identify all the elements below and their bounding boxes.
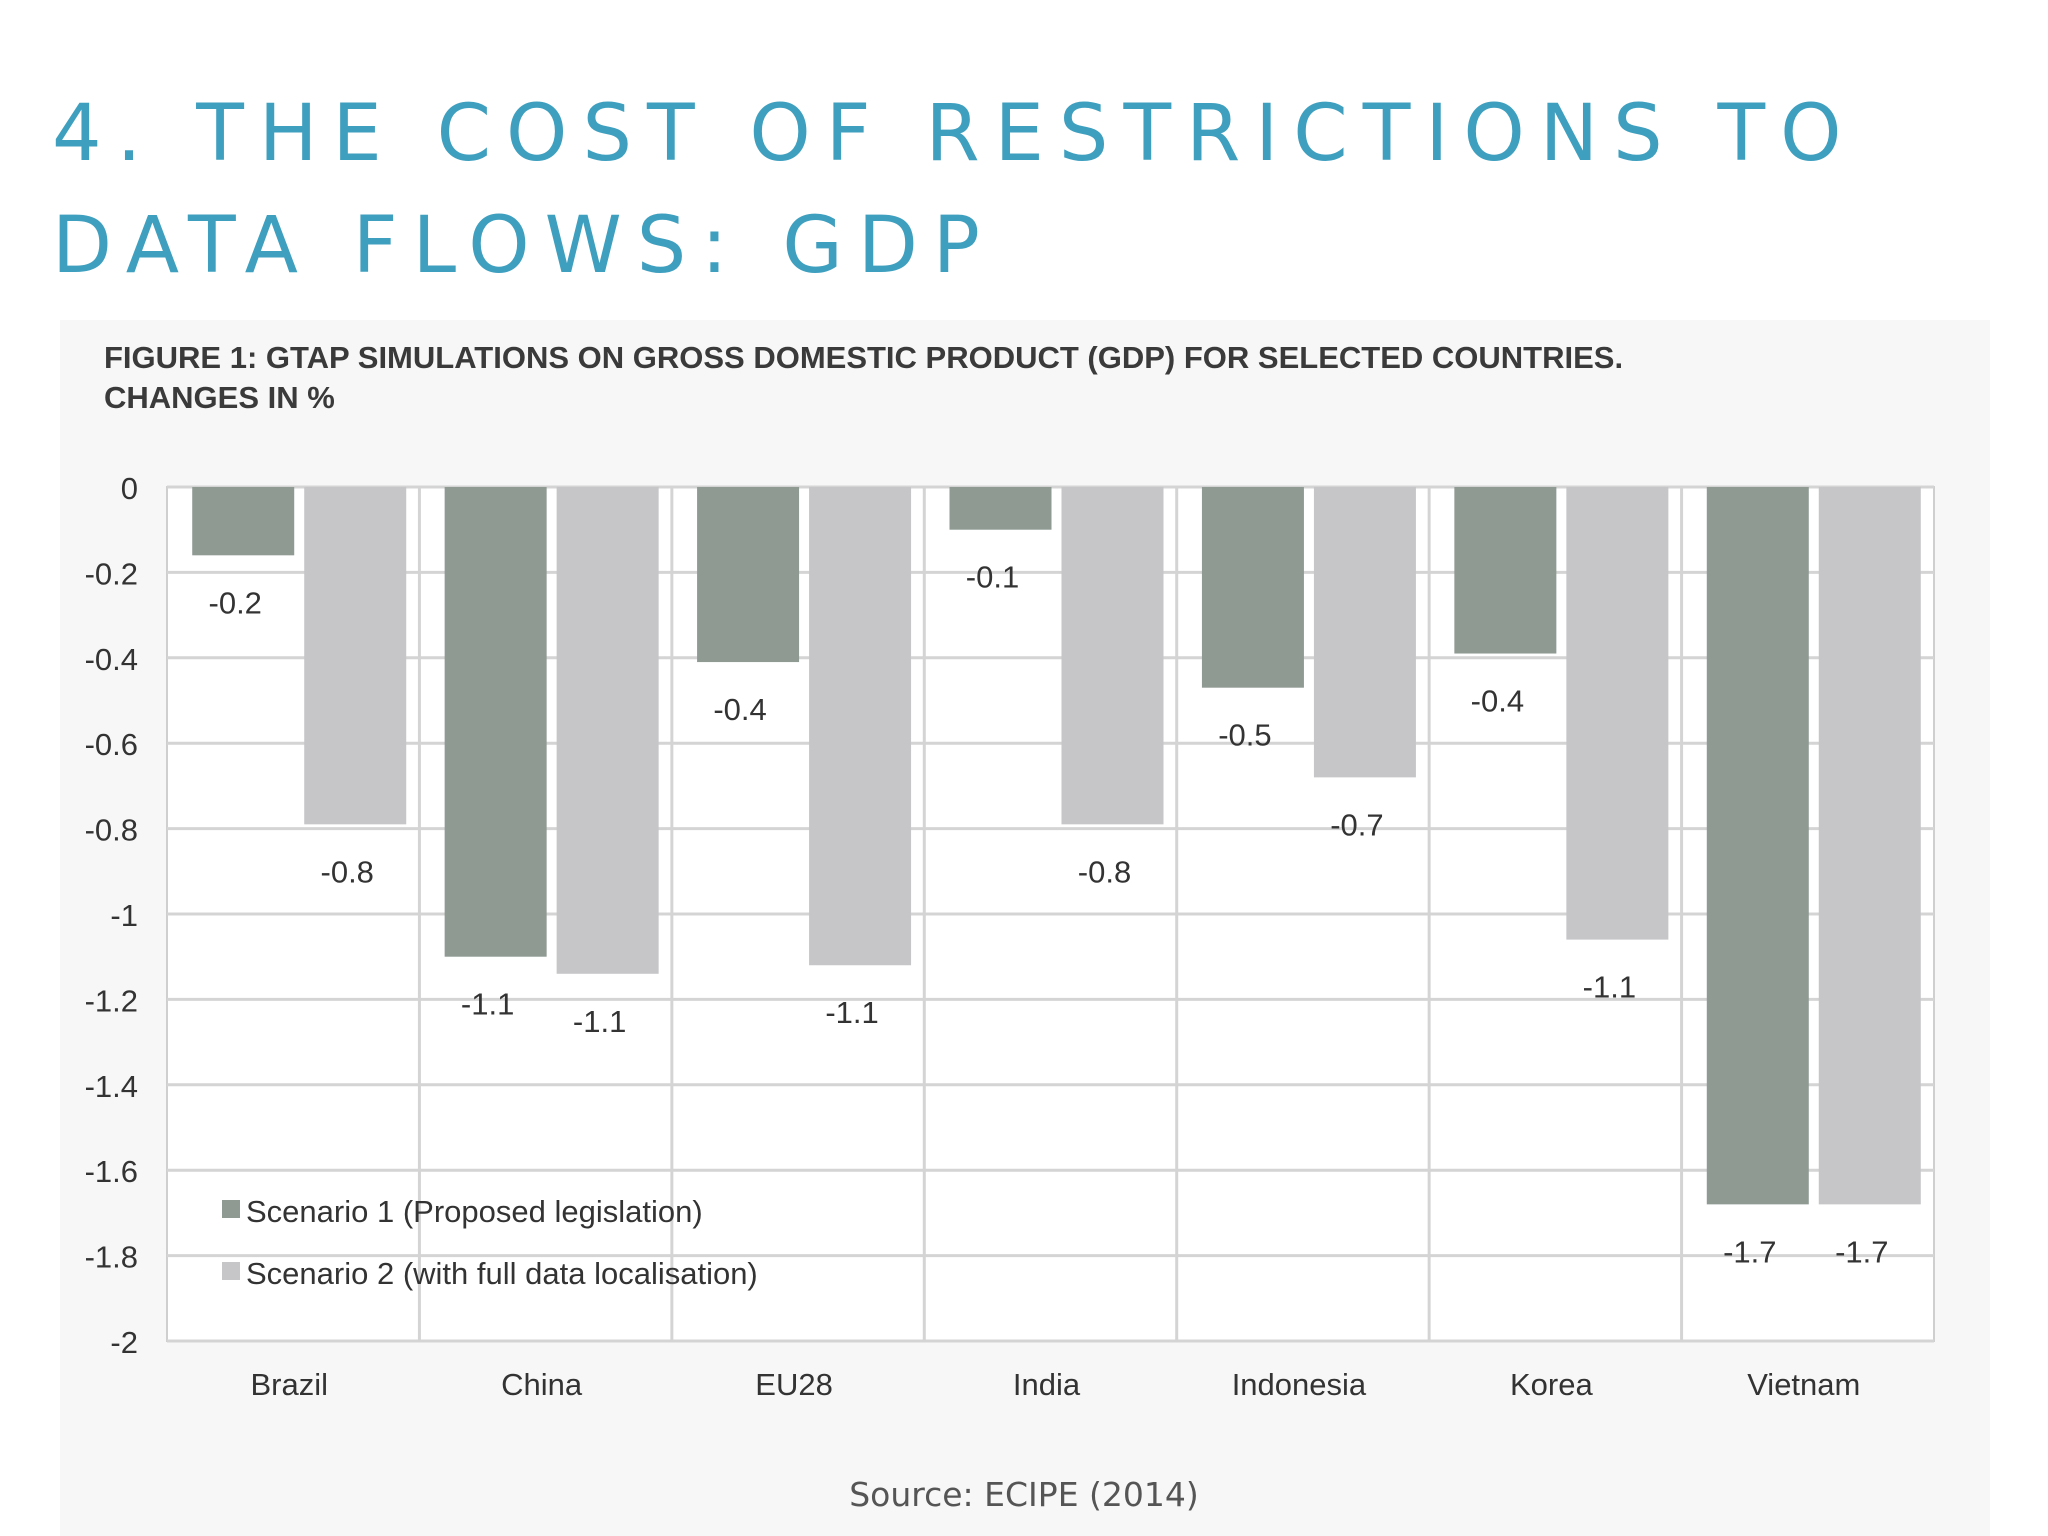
y-tick-label: -0.2: [85, 556, 138, 591]
figure-caption-line-1: FIGURE 1: GTAP SIMULATIONS ON GROSS DOME…: [104, 340, 1624, 375]
data-label: -0.1: [966, 560, 1019, 595]
x-tick-label: Indonesia: [1232, 1367, 1367, 1402]
bar-2-india: [1061, 487, 1164, 825]
data-label: -0.4: [713, 692, 766, 727]
slide-title: 4. THE COST OF RESTRICTIONS TO DATA FLOW…: [52, 78, 1952, 302]
y-tick-label: -1.2: [85, 983, 138, 1018]
source-note: Source: ECIPE (2014): [849, 1475, 1199, 1514]
legend-label: Scenario 1 (Proposed legislation): [246, 1194, 703, 1229]
y-tick-label: 0: [121, 471, 138, 506]
bar-1-china: [444, 487, 547, 957]
bar-1-india: [949, 487, 1052, 530]
bar-2-korea: [1566, 487, 1669, 940]
y-tick-label: -1: [110, 898, 138, 933]
x-tick-label: EU28: [755, 1367, 833, 1402]
y-tick-label: -1.6: [85, 1154, 138, 1189]
figure-caption-line-2: CHANGES IN %: [104, 380, 335, 415]
slide-title-line-1: 4. THE COST OF RESTRICTIONS TO: [52, 89, 1857, 179]
bar-1-vietnam: [1706, 487, 1809, 1205]
data-label: -1.1: [461, 987, 514, 1022]
data-label: -1.7: [1723, 1234, 1776, 1269]
bar-2-brazil: [304, 487, 407, 825]
x-tick-label: China: [501, 1367, 583, 1402]
y-tick-label: -0.6: [85, 727, 138, 762]
data-label: -0.8: [1078, 854, 1131, 889]
legend-label: Scenario 2 (with full data localisation): [246, 1256, 758, 1291]
x-tick-label: Brazil: [250, 1367, 328, 1402]
bar-1-indonesia: [1201, 487, 1304, 688]
data-label: -0.8: [321, 854, 374, 889]
y-tick-label: -2: [110, 1325, 138, 1360]
x-tick-label: Vietnam: [1747, 1367, 1860, 1402]
legend-swatch: [222, 1200, 240, 1218]
data-label: -1.1: [825, 995, 878, 1030]
bar-1-korea: [1454, 487, 1557, 654]
bar-2-vietnam: [1818, 487, 1921, 1205]
y-tick-label: -0.8: [85, 813, 138, 848]
data-label: -1.1: [573, 1004, 626, 1039]
bar-1-brazil: [192, 487, 295, 556]
x-tick-label: Korea: [1510, 1367, 1593, 1402]
data-label: -1.1: [1583, 970, 1636, 1005]
data-label: -1.7: [1835, 1234, 1888, 1269]
data-label: -0.4: [1471, 684, 1524, 719]
legend-swatch: [222, 1262, 240, 1280]
data-label: -0.5: [1218, 718, 1271, 753]
bar-2-indonesia: [1313, 487, 1416, 778]
data-label: -0.2: [209, 585, 262, 620]
figure-caption: FIGURE 1: GTAP SIMULATIONS ON GROSS DOME…: [104, 338, 1954, 418]
y-tick-label: -1.8: [85, 1240, 138, 1275]
data-label: -0.7: [1330, 807, 1383, 842]
y-tick-label: -1.4: [85, 1069, 138, 1104]
slide-title-line-2: DATA FLOWS: GDP: [52, 201, 995, 291]
bar-2-china: [556, 487, 659, 974]
bar-2-eu28: [809, 487, 912, 966]
bar-1-eu28: [697, 487, 800, 663]
y-tick-label: -0.4: [85, 642, 138, 677]
x-tick-label: India: [1013, 1367, 1081, 1402]
